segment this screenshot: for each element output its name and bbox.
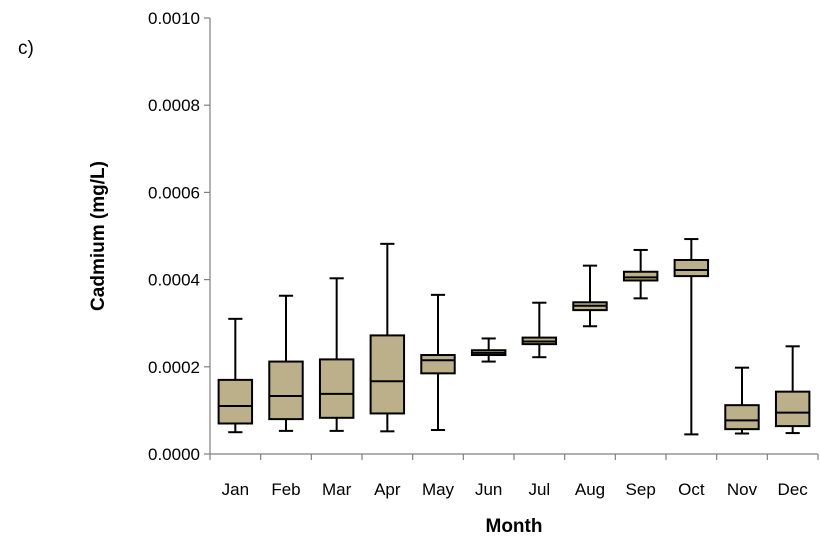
x-tick-label: Feb <box>271 480 300 499</box>
x-tick-label: Jan <box>222 480 249 499</box>
iqr-box <box>217 378 254 425</box>
x-tick-label: Aug <box>575 480 605 499</box>
y-tick-label: 0.0004 <box>148 271 200 290</box>
y-tick-label: 0.0010 <box>148 9 200 28</box>
x-tick-label: Apr <box>374 480 401 499</box>
box-sep <box>622 248 659 300</box>
box-may <box>420 293 456 432</box>
x-axis-ticks: Jan Feb Mar Apr May Jun Jul Aug Sep Oct Nov Dec <box>209 454 819 499</box>
box-jan <box>217 317 254 434</box>
box-jun <box>470 337 507 363</box>
box-apr <box>369 242 406 433</box>
box-series <box>217 238 811 436</box>
x-tick-label: Mar <box>322 480 352 499</box>
box-nov <box>724 366 760 435</box>
iqr-box <box>369 334 406 415</box>
x-axis-title: Month <box>486 516 543 537</box>
iqr-box <box>622 270 659 282</box>
box-mar <box>318 277 355 432</box>
box-feb <box>268 294 304 432</box>
x-tick-label: Oct <box>678 480 705 499</box>
panel-label: c) <box>18 38 34 59</box>
x-tick-label: Dec <box>778 480 809 499</box>
iqr-box <box>774 390 811 428</box>
iqr-box <box>724 404 760 431</box>
box-jul <box>521 301 558 359</box>
x-tick-label: Nov <box>727 480 758 499</box>
box-dec <box>774 345 811 435</box>
iqr-box <box>318 358 355 419</box>
y-axis-title: Cadmium (mg/L) <box>88 161 109 311</box>
y-axis-ticks: 0.0000 0.0002 0.0004 0.0006 0.0008 0.0010 <box>148 9 210 464</box>
box-aug <box>572 264 608 328</box>
y-tick-label: 0.0008 <box>148 96 200 115</box>
x-tick-label: May <box>422 480 455 499</box>
x-tick-label: Jun <box>475 480 502 499</box>
x-tick-label: Jul <box>528 480 550 499</box>
box-oct <box>673 238 710 436</box>
y-tick-label: 0.0000 <box>148 445 200 464</box>
y-tick-label: 0.0002 <box>148 358 200 377</box>
iqr-box <box>420 354 456 375</box>
iqr-box <box>673 258 710 278</box>
iqr-box <box>268 360 304 421</box>
x-tick-label: Sep <box>626 480 656 499</box>
y-tick-label: 0.0006 <box>148 183 200 202</box>
